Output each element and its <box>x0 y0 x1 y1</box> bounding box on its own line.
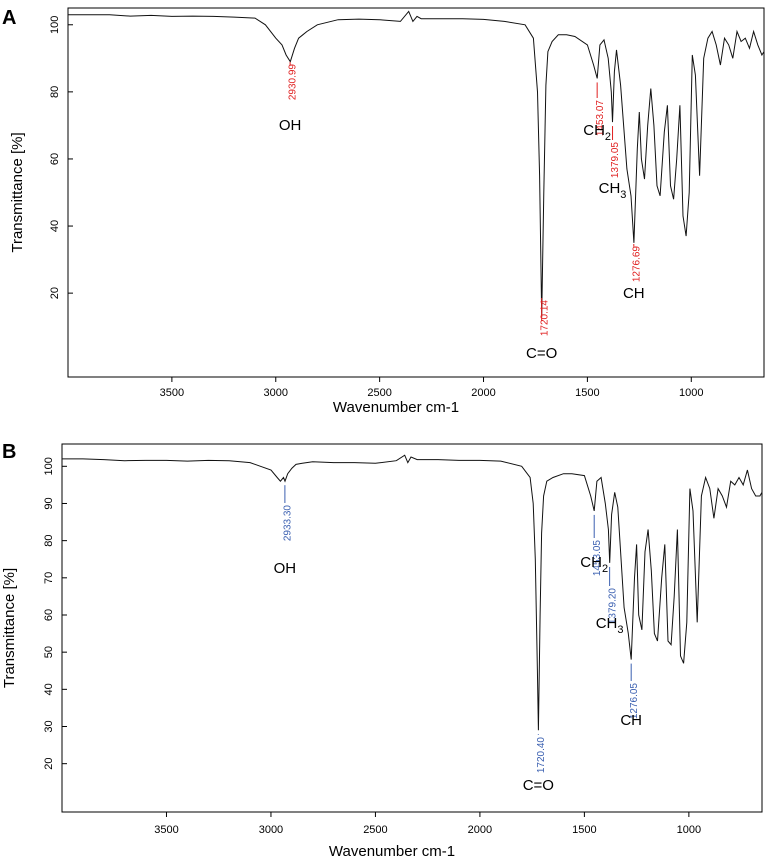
y-tick-label: 90 <box>43 497 55 509</box>
y-tick-label: 60 <box>49 153 61 165</box>
y-tick-label: 100 <box>49 16 61 34</box>
functional-group-label: CH3 <box>596 615 624 636</box>
y-tick-label: 20 <box>49 287 61 299</box>
panel-a: A 20 40 60 80 100 3500 3000 2500 2000 1500 1000 Wave… <box>2 7 765 416</box>
functional-group-label: CH2 <box>583 122 611 143</box>
x-tick-label: 3000 <box>264 387 288 399</box>
y-tick-label: 100 <box>43 457 55 475</box>
x-tick-label: 2000 <box>471 387 495 399</box>
functional-group-subscript: 3 <box>620 189 626 201</box>
y-tick-label: 30 <box>43 720 55 732</box>
functional-group-label: CH <box>620 712 642 729</box>
x-axis-title: Wavenumber cm-1 <box>329 843 455 860</box>
x-tick-label: 3000 <box>259 824 283 836</box>
functional-group-label: OH <box>274 560 297 577</box>
y-tick-label: 60 <box>43 609 55 621</box>
functional-group-label: CH <box>623 285 645 302</box>
peak-wavenumber-label: 1453.07 <box>595 100 606 137</box>
x-tick-label: 1500 <box>572 824 596 836</box>
peak-wavenumber-label: 1379.20 <box>607 588 618 625</box>
functional-group-label: CH3 <box>599 180 627 201</box>
plot-frame <box>61 443 763 813</box>
functional-group-subscript: 2 <box>602 563 608 575</box>
peak-wavenumber-label: 1379.05 <box>610 142 621 179</box>
peak-wavenumber-label: 1453.05 <box>592 540 603 577</box>
spectrum-line <box>62 454 763 731</box>
functional-group-subscript: 2 <box>605 131 611 143</box>
spectrum-line <box>68 10 765 317</box>
y-tick-label: 50 <box>43 646 55 658</box>
x-tick-label: 2500 <box>363 824 387 836</box>
panel-letter: A <box>2 7 16 29</box>
functional-group-label: OH <box>279 117 302 134</box>
y-tick-label: 20 <box>43 758 55 770</box>
y-tick-label: 40 <box>43 683 55 695</box>
y-axis-title: Transmittance [%] <box>9 132 26 252</box>
functional-group-label: C=O <box>526 345 557 362</box>
peak-wavenumber-label: 1276.69 <box>631 246 642 283</box>
y-tick-label: 80 <box>49 86 61 98</box>
y-tick-label: 70 <box>43 572 55 584</box>
peak-wavenumber-label: 1276.05 <box>629 683 640 720</box>
peak-wavenumber-label: 2930.99 <box>288 64 299 101</box>
peak-wavenumber-label: 2933.30 <box>283 505 294 542</box>
y-tick-label: 40 <box>49 220 61 232</box>
x-tick-label: 3500 <box>160 387 184 399</box>
functional-group-subscript: 3 <box>617 624 623 636</box>
y-tick-label: 80 <box>43 535 55 547</box>
x-tick-label: 1000 <box>677 824 701 836</box>
peak-wavenumber-label: 1720.40 <box>536 737 547 774</box>
peak-wavenumber-label: 1720.14 <box>539 300 550 337</box>
x-tick-label: 1000 <box>679 387 703 399</box>
panel-letter: B <box>2 441 16 463</box>
panel-b: B 20 30 40 50 60 70 80 90 100 3500 3000 2500 2000 1500… <box>1 441 763 860</box>
plot-frame <box>67 7 765 378</box>
x-tick-label: 2500 <box>367 387 391 399</box>
x-tick-label: 2000 <box>468 824 492 836</box>
x-tick-label: 3500 <box>154 824 178 836</box>
functional-group-label: C=O <box>523 777 554 794</box>
functional-group-label: CH2 <box>580 554 608 575</box>
x-axis-title: Wavenumber cm-1 <box>333 399 459 416</box>
y-axis-title: Transmittance [%] <box>1 568 18 688</box>
x-tick-label: 1500 <box>575 387 599 399</box>
